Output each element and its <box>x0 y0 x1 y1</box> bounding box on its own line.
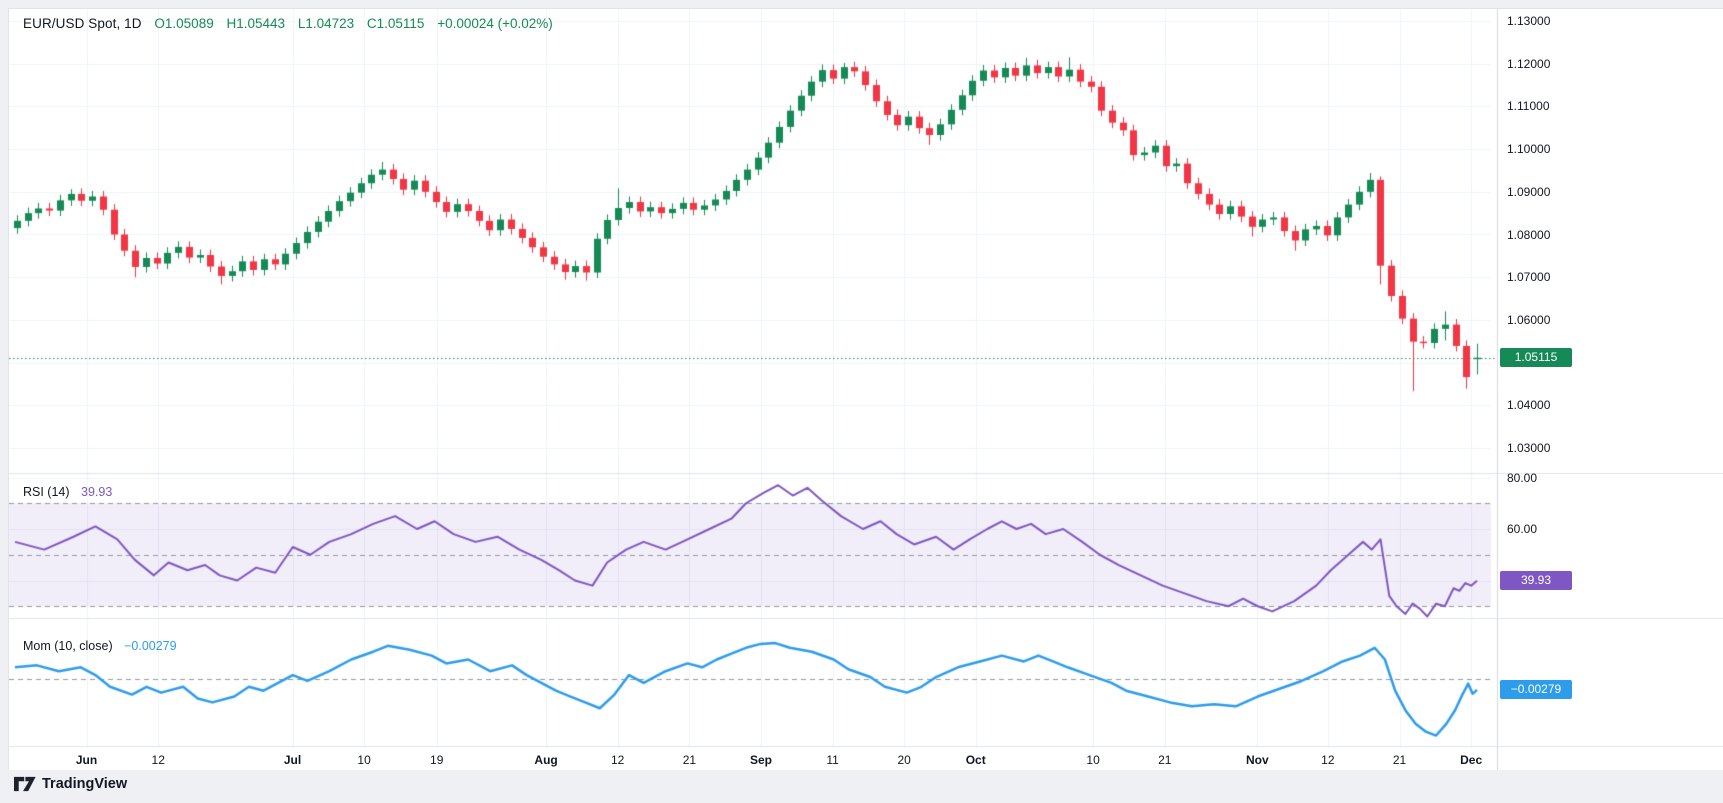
rsi-value-badge: 39.93 <box>1500 571 1572 591</box>
time-tick-label: Oct <box>965 753 986 767</box>
price-tick-label: 1.06000 <box>1507 312 1551 327</box>
rsi-tick-label: 80.00 <box>1507 470 1538 485</box>
tradingview-logo-text: TradingView <box>42 776 128 792</box>
time-tick-label: 12 <box>1321 753 1335 767</box>
price-tick-label: 1.09000 <box>1507 184 1551 199</box>
time-tick-label: Aug <box>534 753 558 767</box>
last-price-badge: 1.05115 <box>1500 348 1572 368</box>
time-tick-label: Jul <box>283 753 302 767</box>
main-pane-legend: EUR/USD Spot, 1D O1.05089 H1.05443 L1.04… <box>23 16 553 31</box>
rsi-legend: RSI (14) 39.93 <box>23 485 112 499</box>
rsi-title[interactable]: RSI (14) <box>23 485 70 499</box>
momentum-value-badge: −0.00279 <box>1500 680 1572 700</box>
price-tick-label: 1.13000 <box>1507 14 1551 28</box>
chart-card: EUR/USD Spot, 1D O1.05089 H1.05443 L1.04… <box>8 8 1723 771</box>
time-tick-label: 10 <box>357 753 371 767</box>
price-tick-label: 1.07000 <box>1507 270 1551 285</box>
price-tick-label: 1.04000 <box>1507 398 1551 413</box>
time-tick-label: Dec <box>1460 753 1483 767</box>
time-tick-label: 19 <box>430 753 444 767</box>
momentum-legend: Mom (10, close) −0.00279 <box>23 639 177 653</box>
time-tick-label: Nov <box>1245 753 1269 767</box>
time-tick-label: 20 <box>897 753 911 767</box>
rsi-value: 39.93 <box>81 485 113 499</box>
ohlc-high: H1.05443 <box>226 16 286 31</box>
symbol-title[interactable]: EUR/USD Spot, 1D <box>23 16 142 31</box>
footer-bar: TradingView <box>0 770 1723 803</box>
time-tick-label: 12 <box>151 753 165 767</box>
price-tick-label: 1.12000 <box>1507 56 1551 71</box>
tradingview-logo-icon <box>14 776 36 792</box>
change-value: +0.00024 (+0.02%) <box>437 16 553 31</box>
price-tick-label: 1.11000 <box>1507 99 1550 114</box>
time-tick-label: 21 <box>1158 753 1172 767</box>
time-tick-label: Sep <box>749 753 772 767</box>
price-tick-label: 1.03000 <box>1507 441 1551 455</box>
time-tick-label: Jun <box>75 753 98 767</box>
time-tick-label: 21 <box>1392 753 1407 767</box>
price-tick-label: 1.10000 <box>1507 142 1551 157</box>
time-tick-label: 10 <box>1086 753 1100 767</box>
ohlc-open: O1.05089 <box>154 16 214 31</box>
price-tick-label: 1.08000 <box>1507 227 1551 242</box>
chart-canvas[interactable] <box>9 9 1723 770</box>
rsi-tick-label: 60.00 <box>1507 522 1538 536</box>
momentum-title[interactable]: Mom (10, close) <box>23 639 113 653</box>
time-tick-label: 21 <box>682 753 697 767</box>
tradingview-logo[interactable]: TradingView <box>14 776 127 792</box>
time-tick-label: 11 <box>826 753 839 767</box>
time-tick-label: 12 <box>610 753 625 767</box>
momentum-value: −0.00279 <box>124 639 177 653</box>
ohlc-low: L1.04723 <box>297 16 355 31</box>
ohlc-close: C1.05115 <box>366 16 425 31</box>
